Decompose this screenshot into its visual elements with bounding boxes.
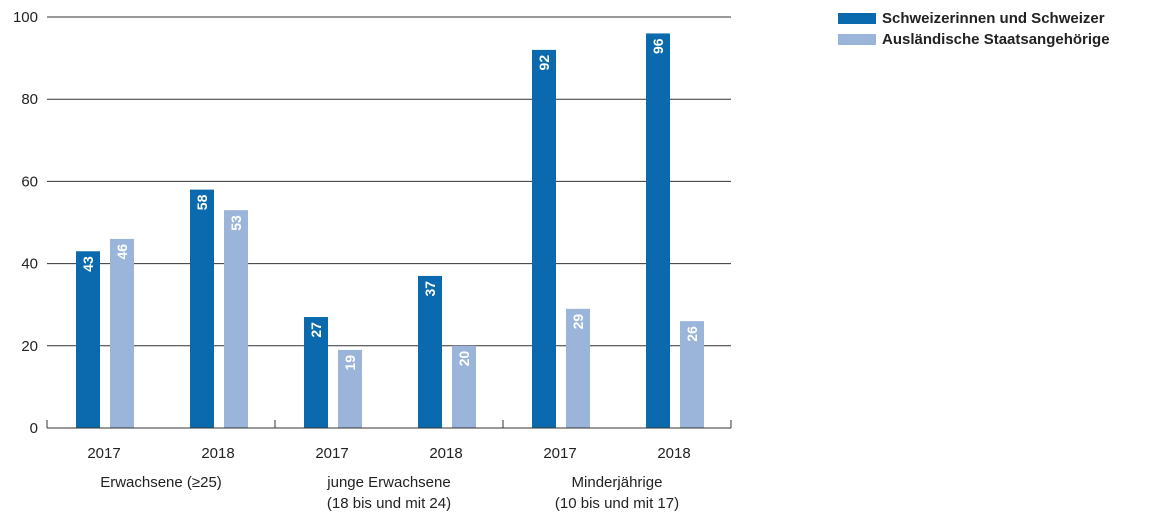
- y-tick-label: 80: [21, 91, 38, 108]
- y-tick-label: 60: [21, 173, 38, 190]
- bar-value-label: 19: [342, 355, 358, 371]
- bar-value-label: 27: [308, 322, 324, 338]
- bar-auslaendisch: [110, 238, 134, 428]
- group-label: junge Erwachsene: [326, 474, 450, 491]
- group-label: (18 bis und mit 24): [327, 495, 451, 512]
- bar-schweizer: [76, 251, 100, 428]
- bar-value-label: 37: [422, 281, 438, 297]
- bar-value-label: 29: [570, 314, 586, 330]
- x-tick-label: 2018: [429, 445, 462, 462]
- x-tick-label: 2017: [543, 445, 576, 462]
- bar-value-label: 20: [456, 351, 472, 367]
- y-axis-ticks: 0 20 40 60 80 100: [13, 9, 38, 437]
- bar-schweizer: [532, 49, 556, 428]
- bar-value-label: 26: [684, 326, 700, 342]
- bar-value-label: 96: [650, 38, 666, 54]
- bar-value-label: 58: [194, 194, 210, 210]
- legend-swatch: [838, 13, 876, 24]
- y-tick-label: 100: [13, 9, 38, 26]
- bar-auslaendisch: [338, 349, 362, 428]
- bar-auslaendisch: [452, 345, 476, 428]
- group-label: Erwachsene (≥25): [100, 474, 222, 491]
- x-tick-label: 2017: [315, 445, 348, 462]
- y-tick-label: 40: [21, 256, 38, 273]
- bars: 43 46 58 53 27 19 37 20 92 29 96 26: [76, 33, 704, 428]
- bar-schweizer: [304, 317, 328, 428]
- legend-label: Ausländische Staatsangehörige: [882, 31, 1110, 48]
- x-tick-label: 2017: [87, 445, 120, 462]
- y-tick-label: 20: [21, 338, 38, 355]
- bar-schweizer: [418, 275, 442, 428]
- grid-lines: [47, 16, 731, 347]
- x-tick-label: 2018: [657, 445, 690, 462]
- x-tick-label: 2018: [201, 445, 234, 462]
- x-axis: 2017 2018 2017 2018 2017 2018 Erwachsene (≥25)…: [46, 420, 732, 512]
- bar-value-label: 53: [228, 215, 244, 231]
- group-label: (10 bis und mit 17): [555, 495, 679, 512]
- legend-swatch: [838, 34, 876, 45]
- bar-value-label: 43: [80, 256, 96, 272]
- legend: Schweizerinnen und Schweizer Ausländische…: [838, 10, 1110, 48]
- y-tick-label: 0: [30, 420, 38, 437]
- bar-value-label: 92: [536, 55, 552, 71]
- bar-auslaendisch: [224, 210, 248, 428]
- bar-auslaendisch: [680, 321, 704, 428]
- bar-auslaendisch: [566, 308, 590, 428]
- bar-schweizer: [190, 189, 214, 428]
- group-label: Minderjährige: [572, 474, 663, 491]
- legend-label: Schweizerinnen und Schweizer: [882, 10, 1105, 27]
- bar-value-label: 46: [114, 244, 130, 260]
- bar-schweizer: [646, 33, 670, 428]
